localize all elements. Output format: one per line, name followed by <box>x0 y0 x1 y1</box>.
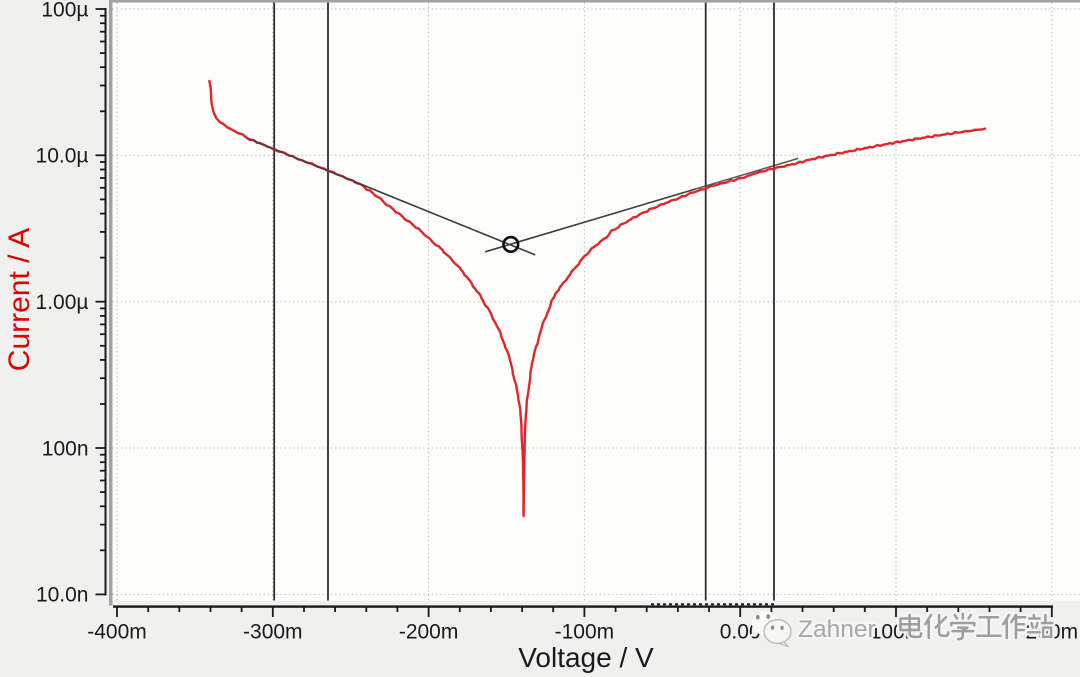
svg-text:0.00: 0.00 <box>720 620 761 643</box>
svg-text:1.00µ: 1.00µ <box>36 291 89 314</box>
svg-text:10.0µ: 10.0µ <box>36 145 89 168</box>
svg-text:-400m: -400m <box>87 620 147 643</box>
svg-text:Zahner: Zahner <box>798 616 876 643</box>
svg-text:-100m: -100m <box>555 620 615 643</box>
svg-text:Current / A: Current / A <box>3 228 36 371</box>
svg-text:-300m: -300m <box>243 620 303 643</box>
svg-text:10.0n: 10.0n <box>36 584 89 607</box>
svg-text:-200m: -200m <box>399 620 459 643</box>
svg-text:100n: 100n <box>42 437 89 460</box>
svg-text:Voltage / V: Voltage / V <box>518 642 654 673</box>
svg-text:100µ: 100µ <box>41 0 88 21</box>
